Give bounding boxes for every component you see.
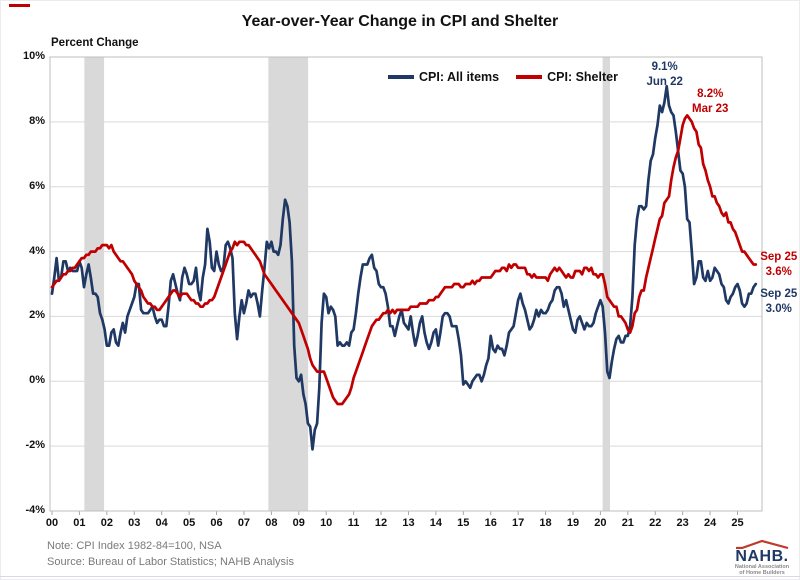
x-tick-label: 23: [676, 517, 689, 529]
nahb-roof-icon: [736, 540, 789, 549]
y-axis-title: Percent Change: [51, 37, 139, 49]
legend: CPI: All items CPI: Shelter: [388, 70, 618, 84]
x-tick-label: 16: [484, 517, 497, 529]
x-tick-label: 21: [621, 517, 634, 529]
y-tick-label: 2%: [29, 309, 45, 322]
note-text: Note: CPI Index 1982-84=100, NSA: [47, 540, 222, 552]
y-tick-label: -4%: [25, 504, 45, 516]
annotation-line: Sep 25: [760, 250, 798, 263]
annotation-sep-25-3-0-: Sep 25 3.0%: [760, 287, 797, 317]
legend-item-cpi-all-items: CPI: All items: [388, 70, 499, 84]
x-tick-label: 19: [566, 517, 580, 529]
x-tick-label: 25: [731, 517, 744, 529]
source-text: Source: Bureau of Labor Statistics; NAHB…: [47, 556, 295, 568]
y-tick-label: 0%: [29, 374, 45, 387]
x-tick-label: 24: [703, 517, 717, 529]
y-tick-label: -2%: [25, 439, 45, 452]
x-tick-label: 08: [265, 517, 278, 529]
annotation-line: Jun 22: [646, 76, 683, 89]
x-tick-label: 22: [649, 517, 662, 529]
x-tick-label: 18: [539, 517, 552, 529]
x-tick-label: 00: [45, 517, 59, 529]
x-tick-label: 13: [402, 517, 415, 529]
legend-label-cpi-all-items: CPI: All items: [419, 70, 500, 84]
annotation-sep-25-3-6-: Sep 25 3.6%: [760, 250, 797, 280]
x-tick-label: 17: [512, 517, 525, 529]
x-tick-label: 04: [155, 517, 168, 529]
y-tick-label: 6%: [29, 179, 45, 192]
x-tick-label: 14: [429, 517, 442, 529]
legend-item-cpi-shelter: CPI: Shelter: [516, 70, 618, 84]
x-tick-label: 07: [237, 517, 251, 529]
x-tick-label: 05: [182, 517, 196, 529]
chart-title: Year-over-Year Change in CPI and Shelter: [241, 13, 559, 30]
nahb-logo-text: NAHB.: [735, 548, 789, 565]
annotation-line: 8.2%: [697, 88, 724, 101]
nahb-tagline-line2: of Home Builders: [739, 570, 785, 576]
nahb-tagline-line1: National Association: [734, 564, 790, 570]
x-tick-label: 10: [320, 517, 333, 529]
x-tick-label: 06: [210, 517, 223, 529]
corner-mark: [9, 4, 30, 7]
annotation-line: 3.6%: [765, 265, 792, 278]
x-tick-label: 15: [457, 517, 470, 529]
y-tick-label: 10%: [22, 50, 45, 62]
cpi-shelter-line-swatch: [516, 75, 543, 79]
y-tick-label: 8%: [29, 114, 45, 127]
x-tick-label: 02: [100, 517, 113, 529]
x-tick-label: 12: [374, 517, 388, 529]
bottom-divider: [0, 576, 800, 577]
x-tick-label: 01: [73, 517, 86, 529]
annotation-8-2-mar-23: 8.2% Mar 23: [692, 87, 728, 117]
x-tick-label: 09: [292, 517, 305, 529]
y-tick-label: 4%: [29, 244, 45, 257]
x-tick-label: 03: [128, 517, 141, 529]
x-tick-label: 11: [347, 517, 360, 529]
nahb-logo: NAHB. National Association of Home Build…: [728, 540, 796, 576]
annotation-9-1-jun-22: 9.1% Jun 22: [646, 60, 682, 90]
annotation-line: 3.0%: [765, 303, 792, 315]
annotation-line: Mar 23: [692, 103, 729, 116]
cpi-all-items-line-swatch: [388, 75, 414, 79]
annotation-line: 9.1%: [651, 61, 678, 74]
x-tick-label: 20: [594, 517, 607, 529]
legend-label-cpi-shelter: CPI: Shelter: [547, 70, 618, 84]
annotation-line: Sep 25: [760, 288, 798, 300]
